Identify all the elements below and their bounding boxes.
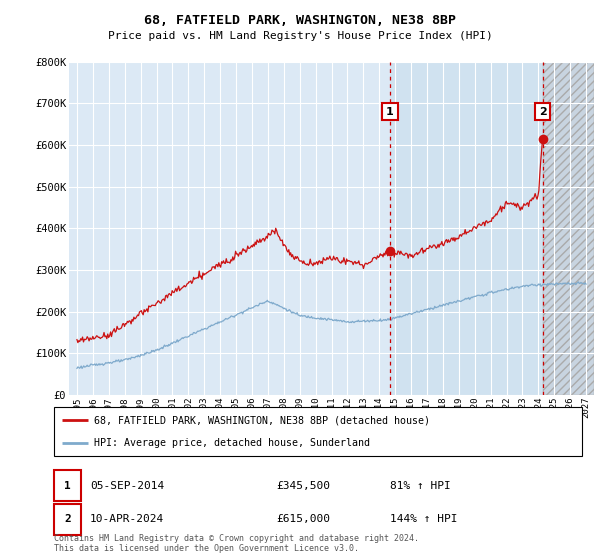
Text: £345,500: £345,500 bbox=[276, 481, 330, 491]
Text: 2: 2 bbox=[64, 515, 71, 524]
FancyBboxPatch shape bbox=[54, 407, 582, 456]
Bar bbox=[542, 62, 594, 395]
Text: Price paid vs. HM Land Registry's House Price Index (HPI): Price paid vs. HM Land Registry's House … bbox=[107, 31, 493, 41]
Text: 1: 1 bbox=[386, 106, 394, 116]
Bar bbox=[390, 62, 594, 395]
Text: 1: 1 bbox=[64, 481, 71, 491]
Text: HPI: Average price, detached house, Sunderland: HPI: Average price, detached house, Sund… bbox=[94, 438, 370, 448]
Bar bbox=[542, 62, 594, 395]
Text: Contains HM Land Registry data © Crown copyright and database right 2024.
This d: Contains HM Land Registry data © Crown c… bbox=[54, 534, 419, 553]
Text: 05-SEP-2014: 05-SEP-2014 bbox=[90, 481, 164, 491]
Text: £615,000: £615,000 bbox=[276, 515, 330, 524]
Text: 10-APR-2024: 10-APR-2024 bbox=[90, 515, 164, 524]
Text: 68, FATFIELD PARK, WASHINGTON, NE38 8BP: 68, FATFIELD PARK, WASHINGTON, NE38 8BP bbox=[144, 14, 456, 27]
Text: 2: 2 bbox=[539, 106, 547, 116]
Text: 81% ↑ HPI: 81% ↑ HPI bbox=[390, 481, 451, 491]
Text: 68, FATFIELD PARK, WASHINGTON, NE38 8BP (detached house): 68, FATFIELD PARK, WASHINGTON, NE38 8BP … bbox=[94, 416, 430, 426]
Text: 144% ↑ HPI: 144% ↑ HPI bbox=[390, 515, 458, 524]
